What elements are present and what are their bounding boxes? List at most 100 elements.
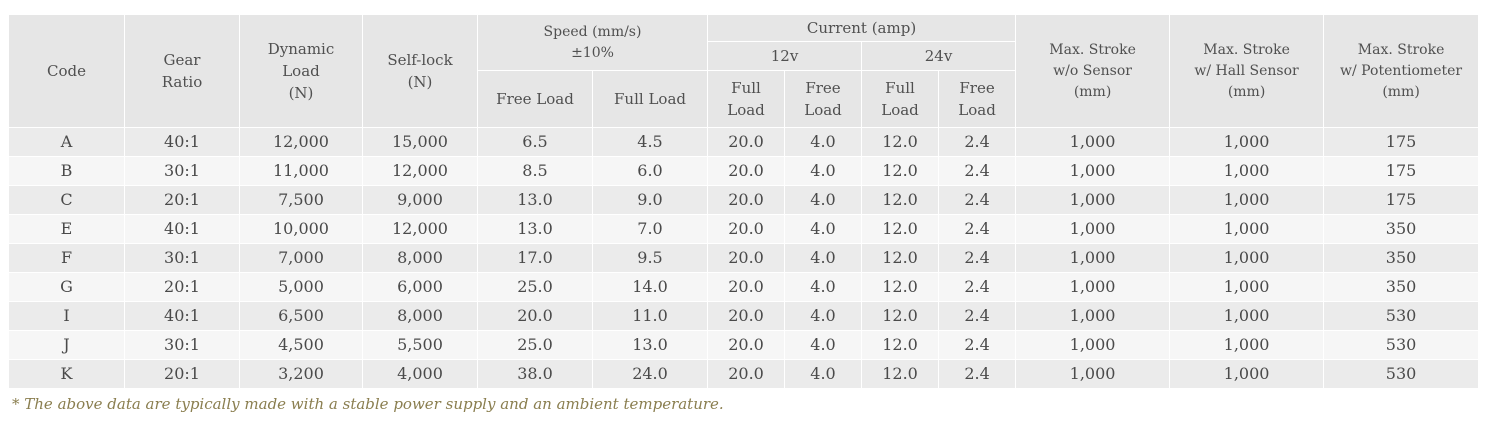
table-cell: 12.0 xyxy=(861,330,940,360)
table-cell: 1,000 xyxy=(1015,359,1171,389)
table-cell: 20.0 xyxy=(477,301,593,331)
table-cell: 4.0 xyxy=(784,359,863,389)
table-cell: 7,500 xyxy=(239,185,363,215)
table-cell: 20.0 xyxy=(707,156,786,186)
table-cell: 1,000 xyxy=(1015,156,1171,186)
table-cell: 4.0 xyxy=(784,214,863,244)
table-cell: 6.5 xyxy=(477,127,593,157)
table-cell: 20:1 xyxy=(124,185,240,215)
table-cell: B xyxy=(8,156,125,186)
table-cell: 2.4 xyxy=(938,330,1017,360)
table-cell: 17.0 xyxy=(477,243,593,273)
table-cell: 6,500 xyxy=(239,301,363,331)
table-cell: 20.0 xyxy=(707,359,786,389)
header-speed: Speed (mm/s) ±10% xyxy=(476,14,709,71)
table-cell: 2.4 xyxy=(938,156,1017,186)
table-cell: 1,000 xyxy=(1015,330,1171,360)
table-cell: 9.5 xyxy=(591,243,709,273)
header-stroke-hall-sensor: Max. Stroke w/ Hall Sensor (mm) xyxy=(1169,14,1325,128)
table-cell: 4.0 xyxy=(784,156,863,186)
table-cell: 1,000 xyxy=(1169,330,1325,360)
table-cell: 1,000 xyxy=(1015,243,1171,273)
header-stroke-no-sensor: Max. Stroke w/o Sensor (mm) xyxy=(1015,14,1171,128)
header-self-lock: Self-lock (N) xyxy=(362,14,478,128)
table-cell: 175 xyxy=(1323,156,1480,186)
table-cell: 8,000 xyxy=(362,301,478,331)
table-cell: 12.0 xyxy=(861,156,940,186)
header-24v-free-load: Free Load xyxy=(938,70,1017,128)
table-cell: 12.0 xyxy=(861,301,940,331)
table-cell: 2.4 xyxy=(938,185,1017,215)
table-cell: 2.4 xyxy=(938,127,1017,157)
table-cell: 12.0 xyxy=(861,127,940,157)
table-cell: 6.0 xyxy=(591,156,709,186)
table-row: C 20:1 7,500 9,000 13.0 9.0 20.0 4.0 12.0 2.4 1,00… xyxy=(8,185,1480,215)
table-cell: 4.0 xyxy=(784,330,863,360)
table-cell: 1,000 xyxy=(1015,272,1171,302)
table-cell: 6,000 xyxy=(362,272,478,302)
table-cell: 20.0 xyxy=(707,127,786,157)
table-cell: G xyxy=(8,272,125,302)
table-cell: 20.0 xyxy=(707,243,786,273)
table-cell: 20:1 xyxy=(124,272,240,302)
table-cell: 1,000 xyxy=(1015,214,1171,244)
header-12v-free-load: Free Load xyxy=(784,70,863,128)
table-cell: 4.0 xyxy=(784,243,863,273)
header-24v: 24v xyxy=(861,41,1017,71)
table-cell: 14.0 xyxy=(591,272,709,302)
table-cell: 4.0 xyxy=(784,185,863,215)
table-cell: 530 xyxy=(1323,330,1480,360)
table-cell: 1,000 xyxy=(1169,156,1325,186)
table-body: A 40:1 12,000 15,000 6.5 4.5 20.0 4.0 12.0 2.4 1,0… xyxy=(8,127,1480,389)
footnote: * The above data are typically made with… xyxy=(12,395,724,413)
table-cell: F xyxy=(8,243,125,273)
table-cell: 175 xyxy=(1323,127,1480,157)
table-row: I 40:1 6,500 8,000 20.0 11.0 20.0 4.0 12.0 2.4 1,0… xyxy=(8,301,1480,331)
table-cell: 2.4 xyxy=(938,272,1017,302)
header-stroke-potentiometer: Max. Stroke w/ Potentiometer (mm) xyxy=(1323,14,1480,128)
table-cell: 38.0 xyxy=(477,359,593,389)
table-cell: 1,000 xyxy=(1015,301,1171,331)
table-cell: 12.0 xyxy=(861,185,940,215)
table-cell: 9.0 xyxy=(591,185,709,215)
header-gear-ratio: Gear Ratio xyxy=(124,14,240,128)
table-cell: 2.4 xyxy=(938,214,1017,244)
table-cell: 12.0 xyxy=(861,214,940,244)
table-cell: 24.0 xyxy=(591,359,709,389)
table-cell: 350 xyxy=(1323,214,1480,244)
table-cell: 4.0 xyxy=(784,272,863,302)
table-cell: 25.0 xyxy=(477,272,593,302)
table-cell: C xyxy=(8,185,125,215)
table-cell: 30:1 xyxy=(124,156,240,186)
header-12v: 12v xyxy=(707,41,863,71)
table-cell: 1,000 xyxy=(1169,185,1325,215)
table-cell: 1,000 xyxy=(1015,185,1171,215)
table-cell: 9,000 xyxy=(362,185,478,215)
table-row: B 30:1 11,000 12,000 8.5 6.0 20.0 4.0 12.0 2.4 1,0… xyxy=(8,156,1480,186)
table-cell: 8,000 xyxy=(362,243,478,273)
table-cell: J xyxy=(8,330,125,360)
table-cell: 13.0 xyxy=(591,330,709,360)
table-cell: I xyxy=(8,301,125,331)
table-cell: 40:1 xyxy=(124,127,240,157)
table-cell: 8.5 xyxy=(477,156,593,186)
table-cell: 530 xyxy=(1323,301,1480,331)
table-cell: 40:1 xyxy=(124,301,240,331)
specification-table: Code Gear Ratio Dynamic Load (N) Self-lock(… xyxy=(8,14,1480,389)
table-cell: 7,000 xyxy=(239,243,363,273)
table-cell: 2.4 xyxy=(938,301,1017,331)
table-cell: 20:1 xyxy=(124,359,240,389)
header-speed-free-load: Free Load xyxy=(477,70,593,128)
table-cell: 175 xyxy=(1323,185,1480,215)
table-cell: 20.0 xyxy=(707,301,786,331)
table-cell: 40:1 xyxy=(124,214,240,244)
table-cell: 13.0 xyxy=(477,214,593,244)
table-cell: 1,000 xyxy=(1169,359,1325,389)
table-cell: 12.0 xyxy=(861,359,940,389)
table-cell: A xyxy=(8,127,125,157)
table-cell: 1,000 xyxy=(1169,127,1325,157)
table-cell: 12,000 xyxy=(239,127,363,157)
table-cell: 4,000 xyxy=(362,359,478,389)
table-cell: 11,000 xyxy=(239,156,363,186)
table-cell: 350 xyxy=(1323,272,1480,302)
